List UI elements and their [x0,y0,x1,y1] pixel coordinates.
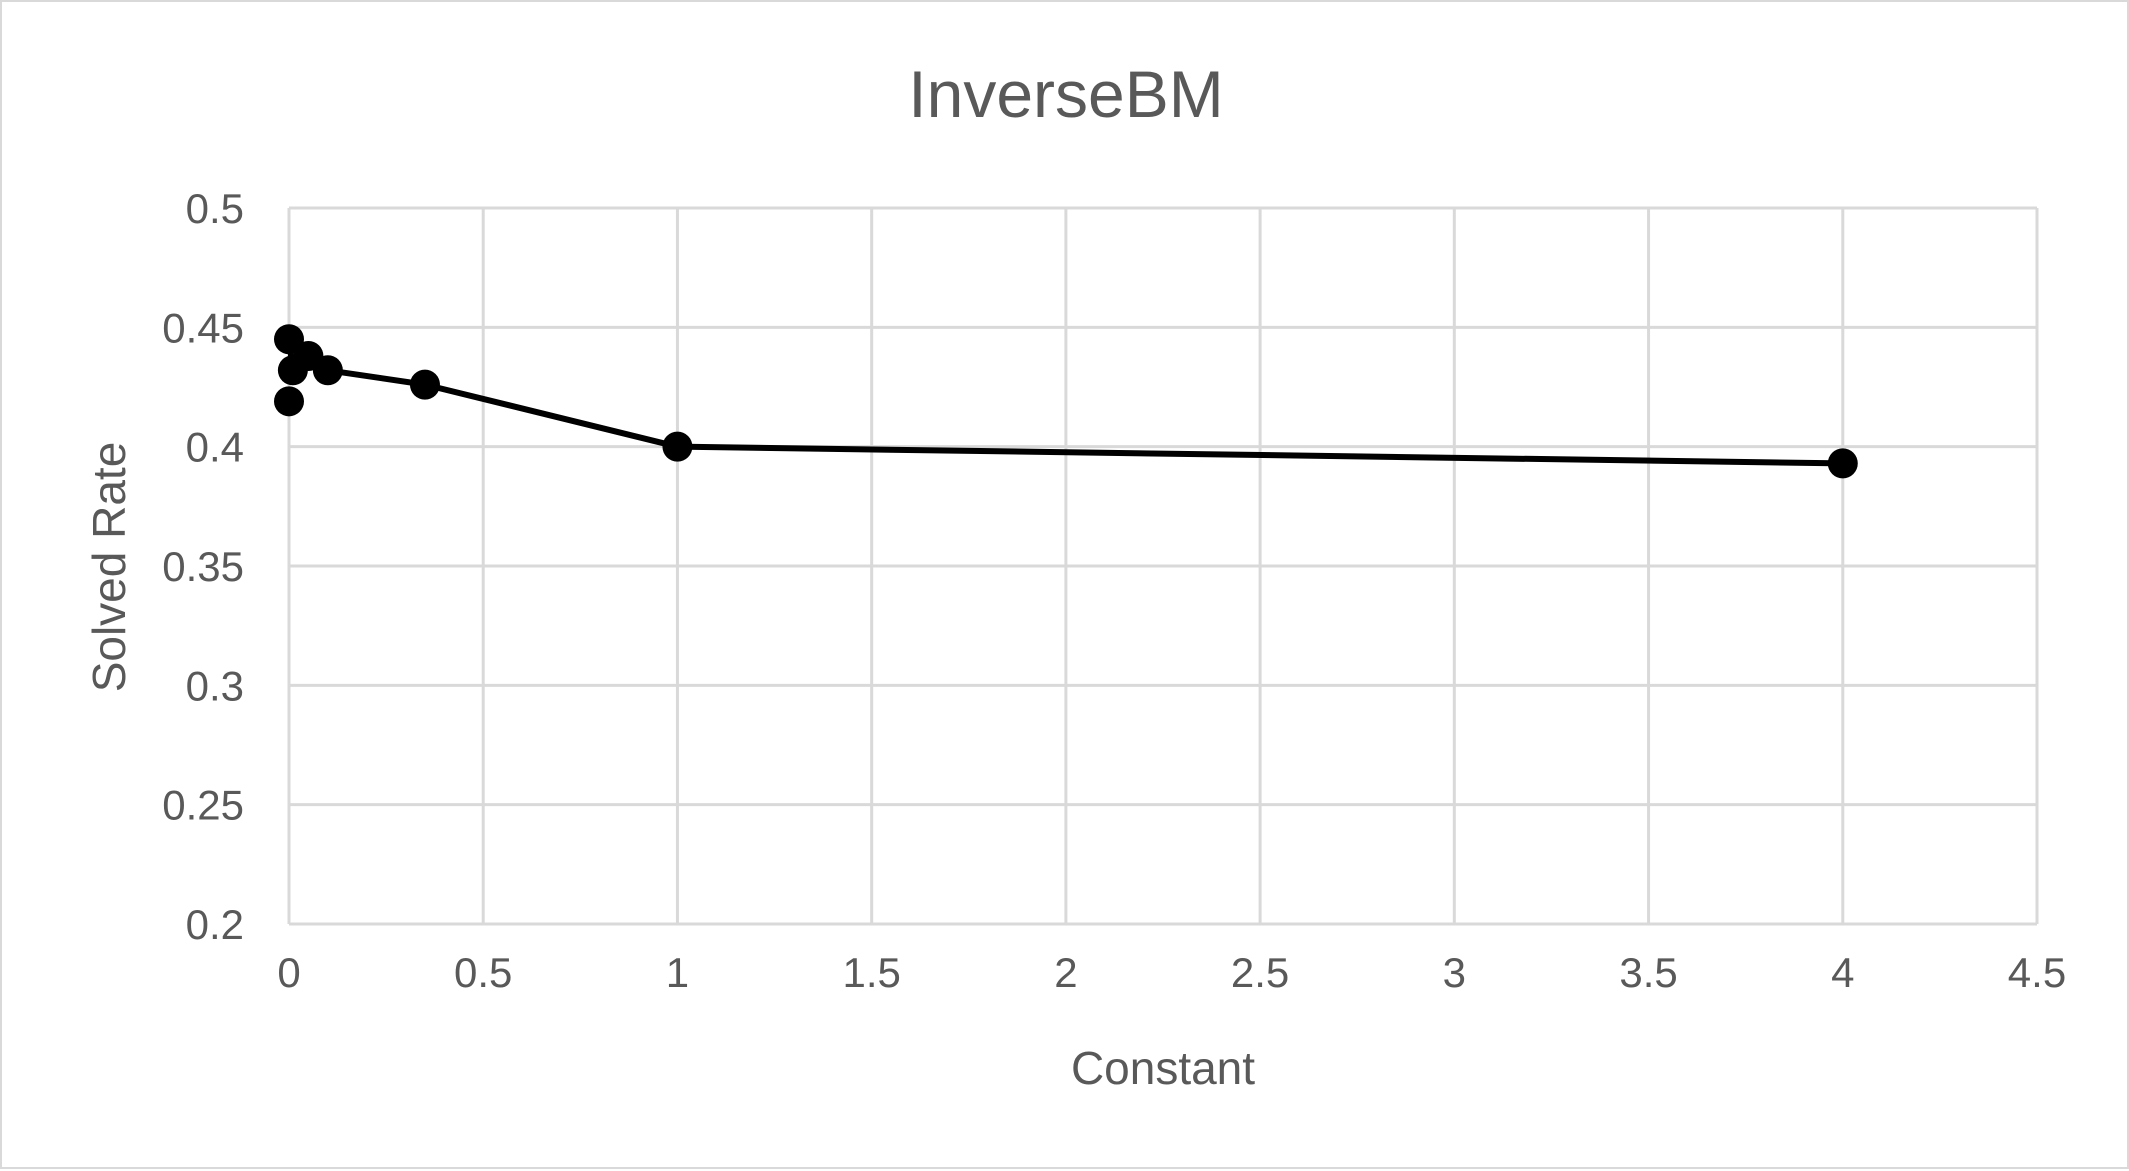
x-tick-label: 0 [277,949,300,996]
data-point [409,369,440,400]
x-tick-label: 4.5 [2008,949,2066,996]
series-layer [274,324,1858,479]
y-tick-label: 0.25 [162,782,244,829]
y-tick-label: 0.35 [162,543,244,590]
data-point [274,324,304,355]
y-tick-label: 0.2 [186,901,244,948]
data-point [1827,448,1858,479]
data-point [312,355,343,386]
y-tick-label: 0.5 [186,185,244,232]
y-tick-label: 0.4 [186,424,244,471]
data-point [274,386,304,417]
chart-title: InverseBM [908,57,1223,131]
x-axis-title: Constant [1071,1042,1255,1094]
tick-layer: 0 0.5 1 1.5 2 2.5 3 3.5 4 4.5 0.2 0.25 0.3 0.35 0.4 0.4… [162,185,2066,996]
grid-layer [287,206,2039,926]
x-tick-label: 2 [1054,949,1077,996]
y-tick-label: 0.45 [162,304,244,351]
x-tick-label: 4 [1831,949,1854,996]
x-tick-label: 3 [1443,949,1466,996]
x-tick-label: 0.5 [454,949,512,996]
x-tick-label: 2.5 [1231,949,1289,996]
data-point [662,431,693,462]
y-axis-title: Solved Rate [83,442,135,693]
x-tick-label: 3.5 [1619,949,1677,996]
x-tick-label: 1 [666,949,689,996]
x-tick-label: 1.5 [842,949,900,996]
y-tick-label: 0.3 [186,662,244,709]
